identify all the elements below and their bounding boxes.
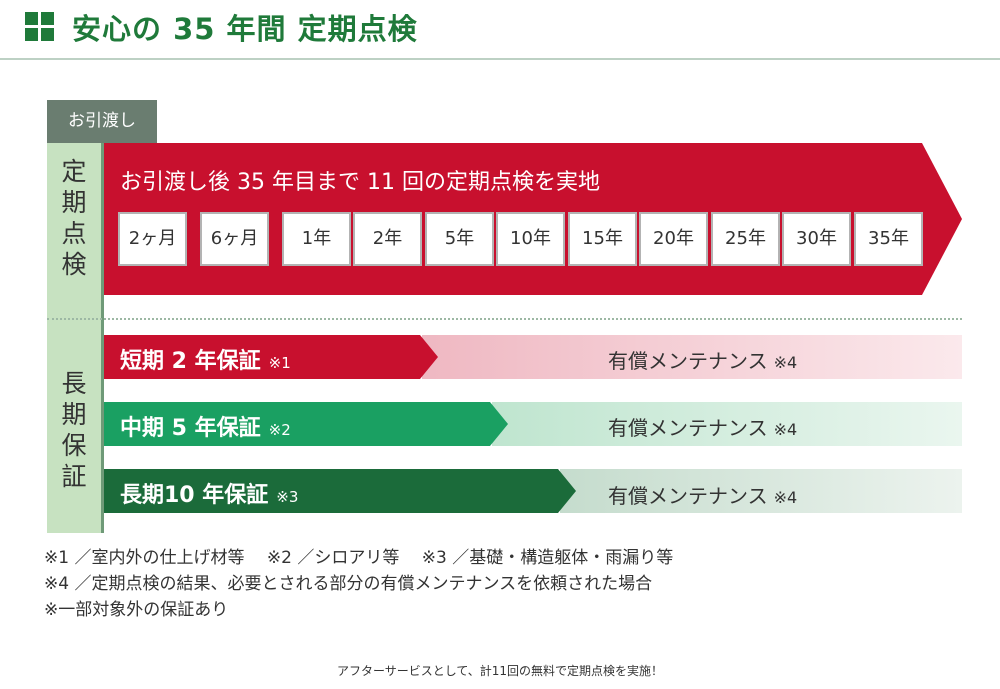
footnote-2: ※4 ／定期点検の結果、必要とされる部分の有償メンテナンスを依頼された場合 [44, 574, 653, 594]
milestone-5-years: 5年 [425, 212, 494, 266]
section-divider [47, 318, 962, 320]
milestone-2-years: 2年 [353, 212, 422, 266]
short-term-warranty-label: 短期 2 年保証 ※1 [120, 349, 291, 374]
short-term-paid-maintenance: 有償メンテナンス ※4 [608, 349, 798, 373]
mid-term-warranty-label: 中期 5 年保証 ※2 [120, 416, 291, 441]
mid-term-warranty-bar [104, 402, 962, 446]
milestone-10-years: 10年 [496, 212, 565, 266]
short-term-warranty-bar [104, 335, 962, 379]
left-column-edge [101, 143, 104, 533]
milestone-25-years: 25年 [711, 212, 780, 266]
long-term-warranty-bar [104, 469, 962, 513]
milestone-30-years: 30年 [782, 212, 851, 266]
footnote-3: ※一部対象外の保証あり [44, 600, 229, 620]
inspection-heading: お引渡し後 35 年目まで 11 回の定期点検を実地 [120, 170, 600, 195]
milestone-2-months: 2ヶ月 [118, 212, 187, 266]
header-divider [0, 58, 1000, 60]
long-term-warranty-label: 長期10 年保証 ※3 [120, 483, 299, 508]
left-label-column [47, 143, 101, 533]
milestone-15-years: 15年 [568, 212, 637, 266]
inspection-vertical-label: 定 期 点 検 [61, 157, 87, 279]
image-caption: アフターサービスとして、計11回の無料で定期点検を実施！ [336, 664, 664, 678]
milestone-35-years: 35年 [854, 212, 923, 266]
mid-term-paid-maintenance: 有償メンテナンス ※4 [608, 416, 798, 440]
handover-tab: お引渡し [47, 100, 157, 143]
footnote-1: ※1 ／室内外の仕上げ材等 ※2 ／シロアリ等 ※3 ／基礎・構造躯体・雨漏り等 [44, 548, 674, 568]
warranty-vertical-label: 長 期 保 証 [61, 369, 87, 491]
milestone-20-years: 20年 [639, 212, 708, 266]
page-title: 安心の 35 年間 定期点検 [72, 12, 418, 46]
milestone-1-year: 1年 [282, 212, 351, 266]
milestone-6-months: 6ヶ月 [200, 212, 269, 266]
long-term-paid-maintenance: 有償メンテナンス ※4 [608, 484, 798, 508]
grid-squares-icon [25, 12, 55, 42]
